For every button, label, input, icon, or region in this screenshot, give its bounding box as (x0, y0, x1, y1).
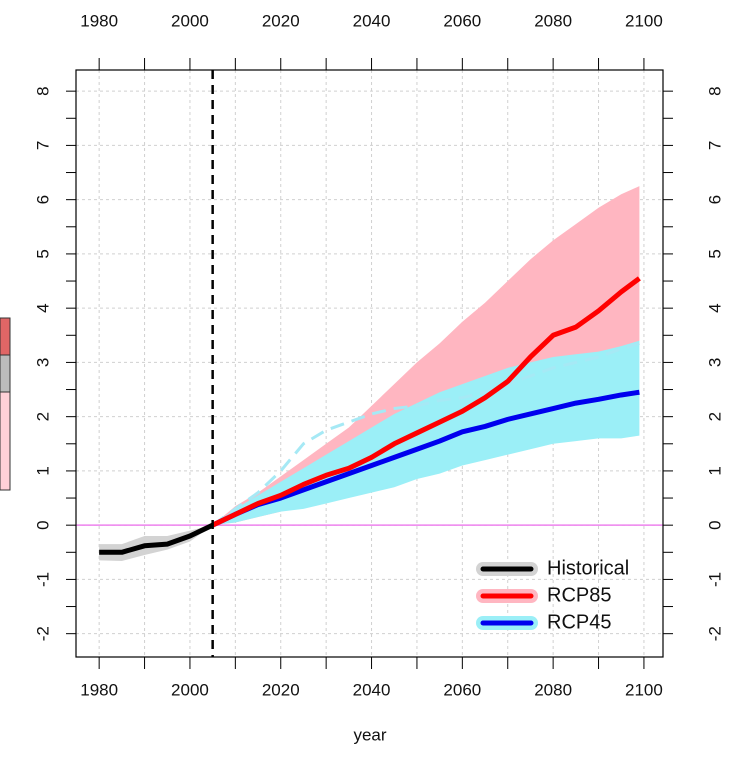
y-tick-label: 1 (33, 466, 52, 475)
y-tick-label: 6 (33, 195, 52, 204)
x-tick-label: 2100 (625, 680, 663, 699)
y-tick-label: 1 (705, 466, 724, 475)
y-tick-label: 8 (33, 86, 52, 95)
x-tick-label: 2020 (262, 680, 300, 699)
series-line (211, 389, 640, 528)
dashed-line (211, 341, 640, 527)
y-tick-label: 2 (33, 412, 52, 421)
y-tick-label: 5 (705, 249, 724, 258)
y-tick-label: 7 (33, 141, 52, 150)
x-tick-label: 2060 (443, 680, 481, 699)
y-tick-label: 8 (705, 86, 724, 95)
y-tick-label: -2 (33, 626, 52, 641)
y-tick-label: 4 (33, 303, 52, 312)
uncertainty-band (212, 186, 640, 526)
y-tick-label: 0 (705, 520, 724, 529)
y-tick-label: -1 (705, 572, 724, 587)
x-tick-label: 2000 (171, 11, 209, 30)
x-tick-label: 2020 (262, 11, 300, 30)
x-tick-label: 2100 (625, 11, 663, 30)
legend-label: Historical (547, 557, 629, 579)
legend-label: RCP45 (547, 611, 611, 633)
x-tick-label: 1980 (80, 680, 118, 699)
y-tick-label: -2 (705, 626, 724, 641)
x-tick-label: 2040 (353, 680, 391, 699)
x-tick-label: 2080 (534, 11, 572, 30)
y-tick-label: 4 (705, 303, 724, 312)
y-tick-label: 3 (33, 358, 52, 367)
y-tick-label: 5 (33, 249, 52, 258)
plot-frame (75, 69, 664, 658)
y-tick-label: 6 (705, 195, 724, 204)
x-tick-label: 2040 (353, 11, 391, 30)
y-tick-label: 7 (705, 141, 724, 150)
x-tick-label: 1980 (80, 11, 118, 30)
plot-area: 1980198020002000202020202040204020602060… (33, 11, 724, 699)
y-tick-label: 0 (33, 520, 52, 529)
cropped-legend-swatch (0, 391, 11, 491)
x-tick-label: 2060 (443, 11, 481, 30)
y-tick-label: -1 (33, 572, 52, 587)
x-tick-label: 2080 (534, 680, 572, 699)
x-tick-label: 2000 (171, 680, 209, 699)
y-tick-label: 2 (705, 412, 724, 421)
y-tick-label: 3 (705, 358, 724, 367)
cropped-legend-swatch (0, 317, 11, 356)
x-axis-label: year (353, 725, 386, 744)
series-line (99, 522, 214, 555)
legend-label: RCP85 (547, 584, 611, 606)
cropped-legend-swatch (0, 354, 11, 393)
series-line (211, 276, 641, 528)
